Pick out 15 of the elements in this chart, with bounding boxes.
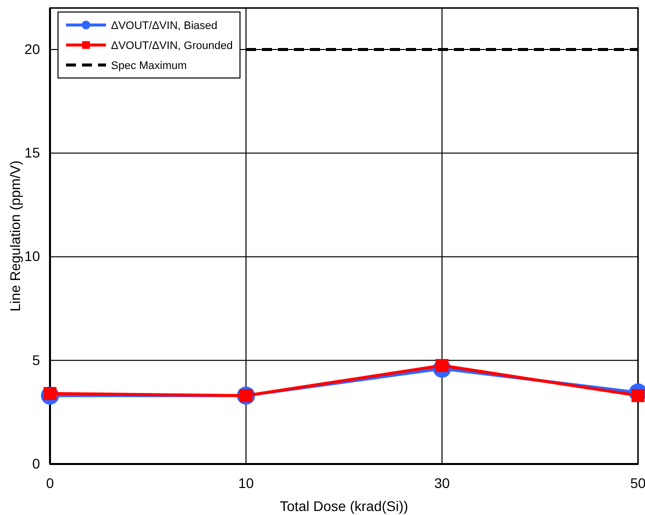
point: [631, 389, 645, 402]
y-tick-label: 15: [24, 144, 40, 161]
y-tick-label: 20: [24, 40, 40, 57]
x-tick-label: 50: [630, 474, 645, 491]
y-tick-label: 10: [24, 248, 40, 264]
x-tick-label: 30: [434, 474, 450, 491]
legend-label: Spec Maximum: [111, 60, 187, 72]
legend-label: ΔVOUT/ΔVIN, Biased: [111, 20, 218, 32]
x-tick-label: 0: [46, 474, 54, 491]
x-tick-label: 10: [238, 474, 254, 491]
y-tick-label: 5: [32, 352, 40, 368]
x-axis-title: Total Dose (krad(Si)): [280, 498, 408, 514]
legend-label: ΔVOUT/ΔVIN, Grounded: [111, 40, 233, 52]
y-axis-title: Line Regulation (ppm/V): [7, 160, 23, 312]
y-tick-label: 0: [32, 455, 40, 472]
